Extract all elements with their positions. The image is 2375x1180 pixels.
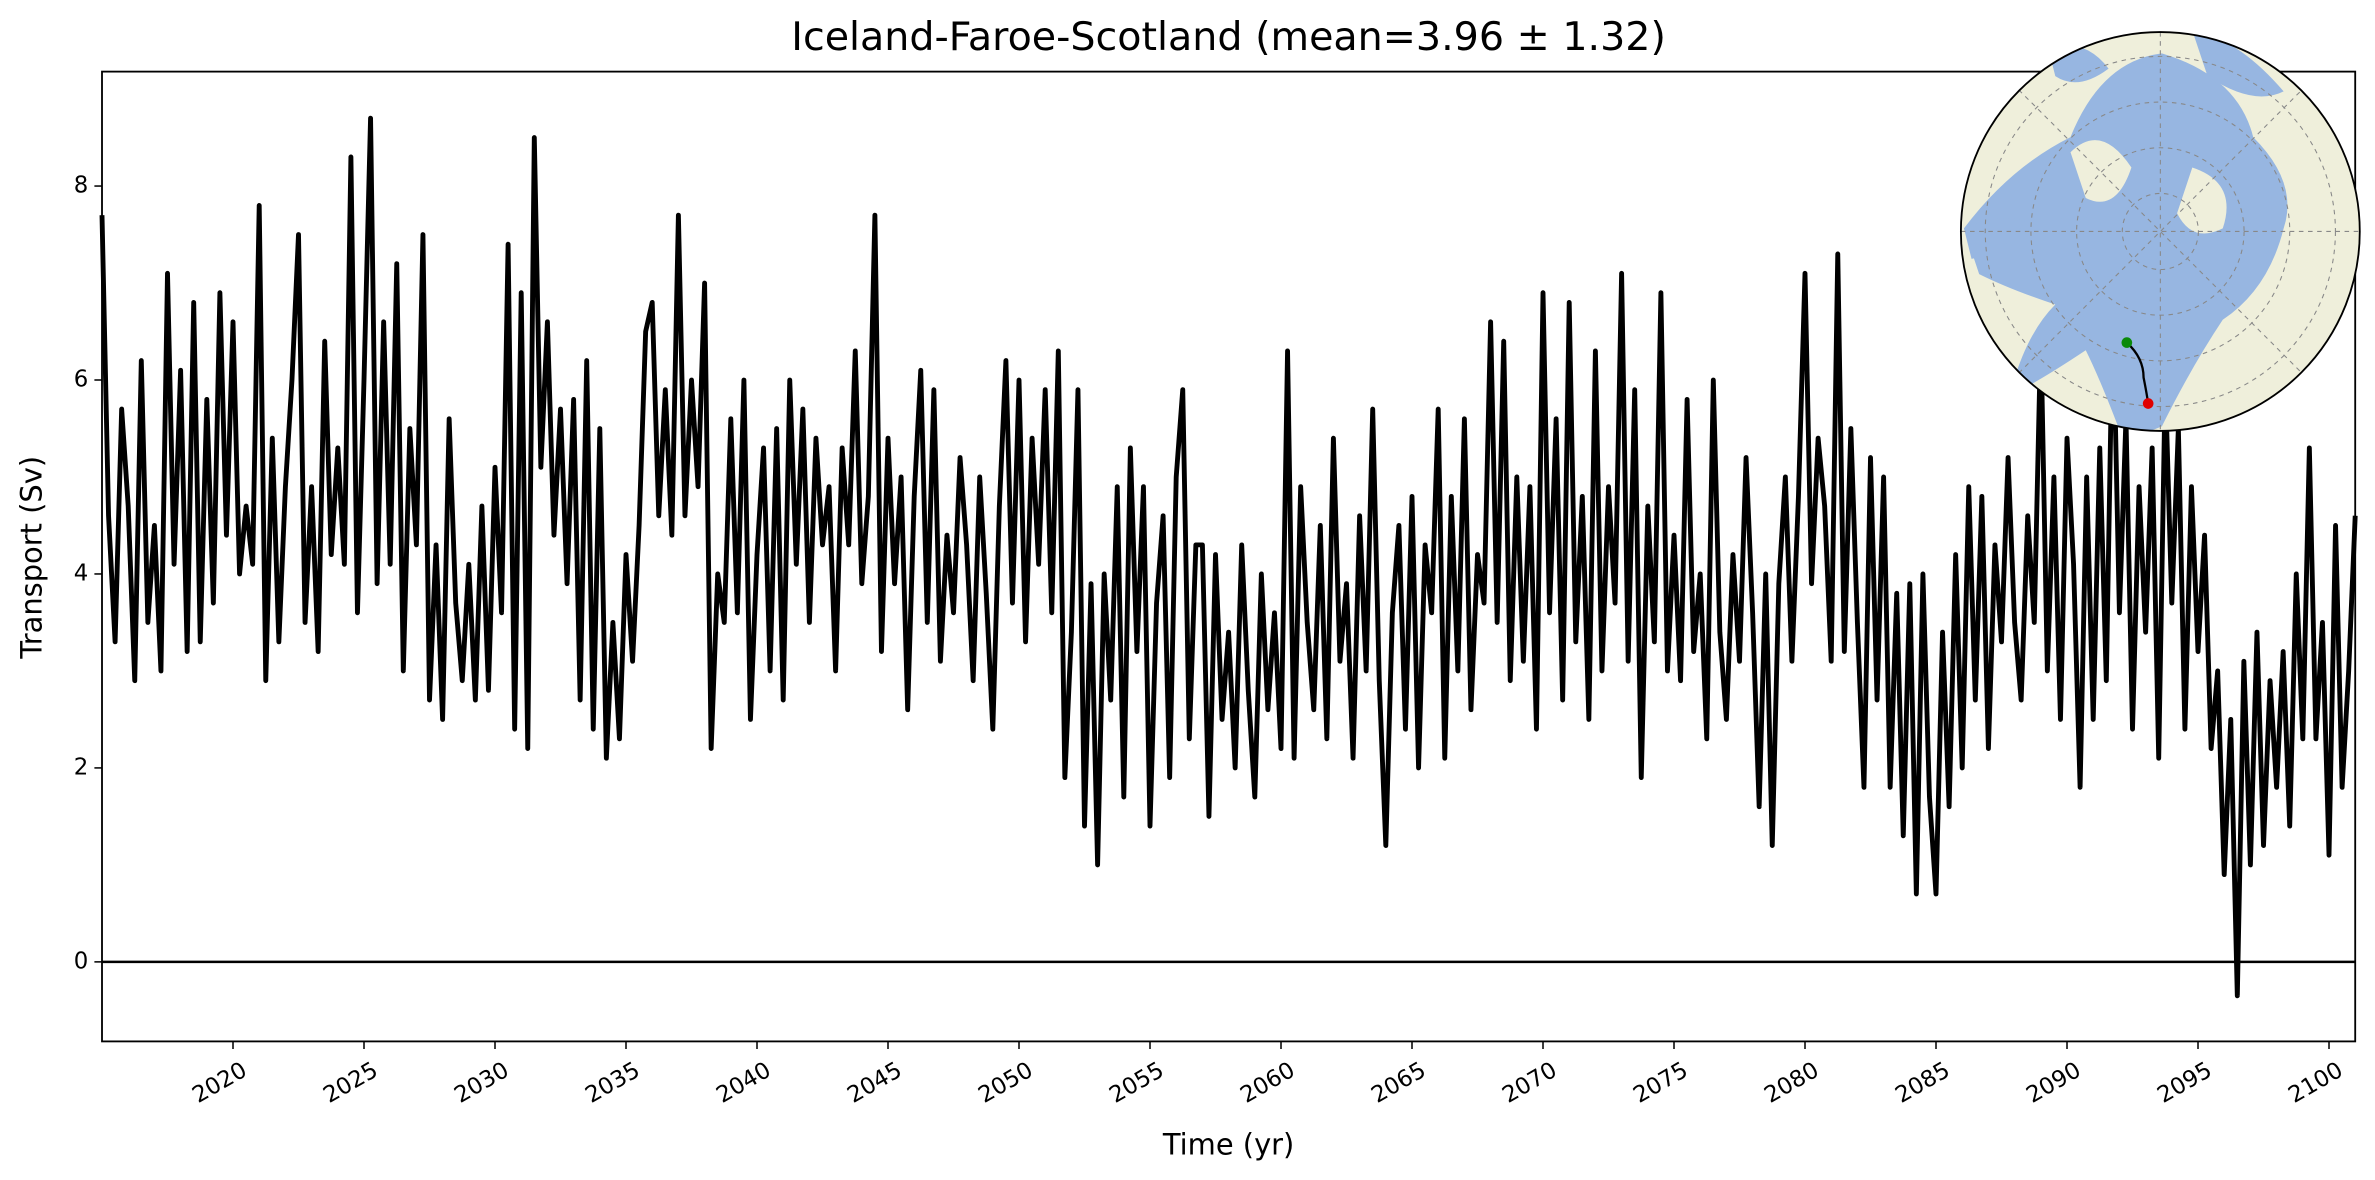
inset-map <box>1959 31 2361 432</box>
y-tick-label: 2 <box>74 754 89 780</box>
data-line <box>99 115 2358 999</box>
map-border <box>1959 31 2361 432</box>
x-axis-label: Time (yr) <box>1162 1127 1294 1161</box>
plot-frame <box>101 70 2357 1043</box>
map-land <box>2070 140 2269 419</box>
map-ocean <box>1963 32 2284 259</box>
section-start <box>2121 337 2133 348</box>
y-tick-label: 8 <box>74 173 89 199</box>
y-axis-label: Transport (Sv) <box>14 456 48 660</box>
y-tick-label: 0 <box>74 948 89 974</box>
chart-title: Iceland-Faroe-Scotland (mean=3.96 ± 1.32… <box>791 14 1666 60</box>
y-tick-label: 4 <box>74 560 89 586</box>
section-end <box>2142 398 2154 409</box>
section-line <box>2126 341 2150 404</box>
map-gridlines <box>1960 32 2360 431</box>
y-tick-label: 6 <box>74 367 89 393</box>
